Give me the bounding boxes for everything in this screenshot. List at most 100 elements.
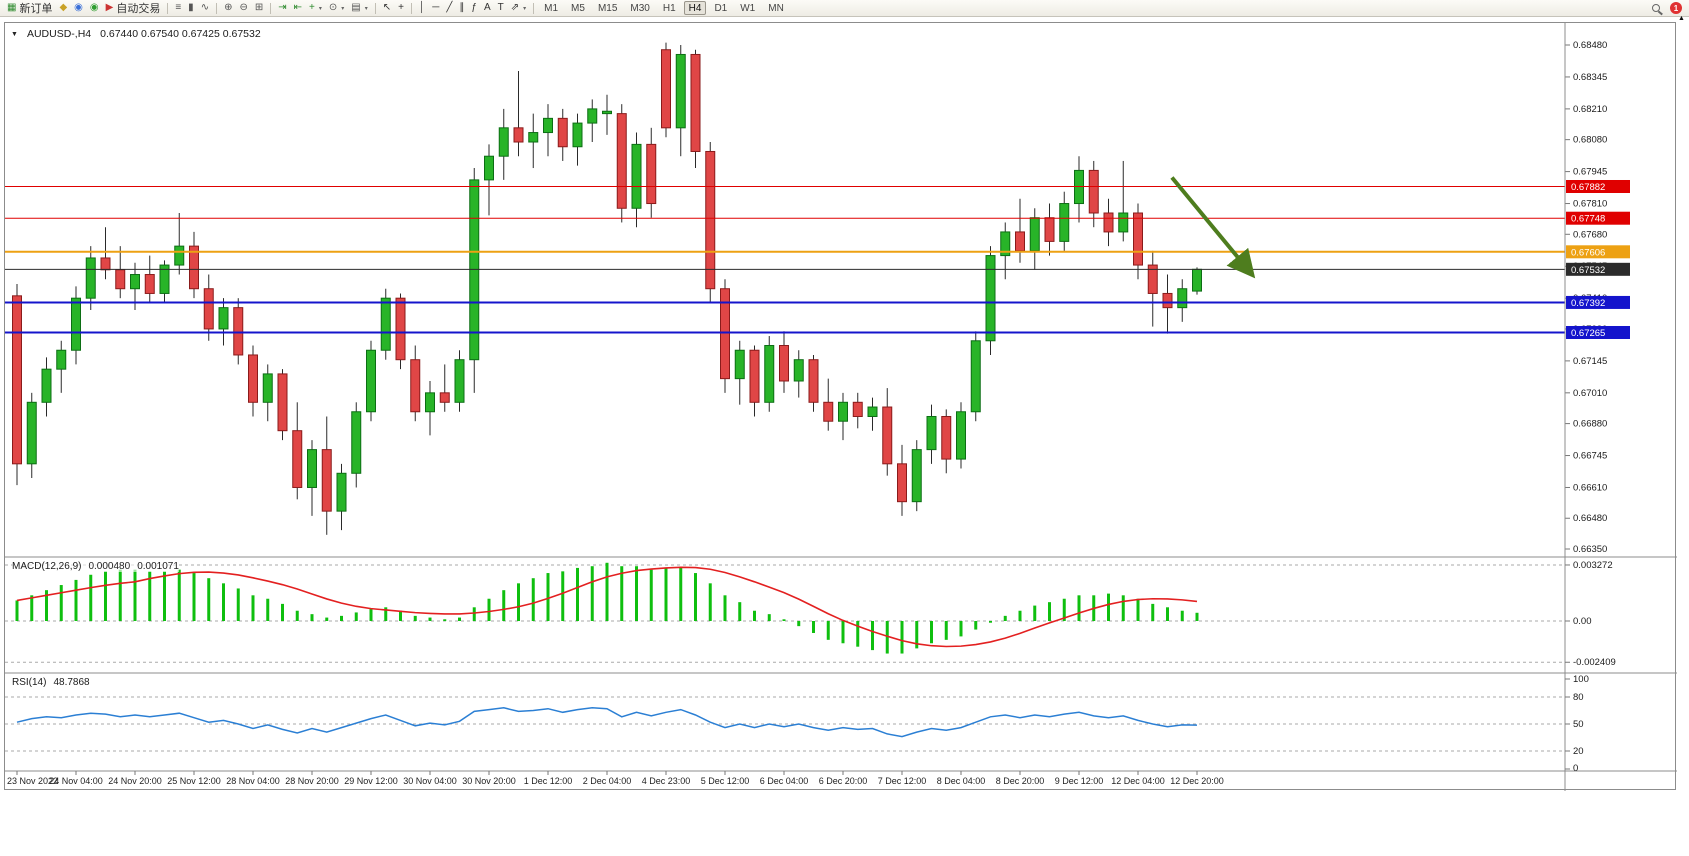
chart-title: ▼ AUDUSD-,H4 0.67440 0.67540 0.67425 0.6… (11, 28, 261, 40)
trend-arrow-annotation[interactable] (1170, 176, 1256, 279)
label-icon[interactable]: T (495, 1, 507, 16)
new-order-button[interactable]: ▦ 新订单 (4, 1, 55, 16)
new-order-glyph: ▦ (7, 2, 17, 13)
macd-main-value: 0.000480 (88, 561, 131, 572)
svg-text:0.003272: 0.003272 (1573, 560, 1613, 571)
sound-icon[interactable]: ◉ (87, 1, 102, 16)
auto-scroll-icon[interactable]: ⇥ (275, 1, 289, 16)
chevron-down-icon: ▾ (523, 5, 527, 12)
toolbar-right-group: 1 (1652, 2, 1685, 14)
templates-button[interactable]: ▤ ▾ (348, 1, 370, 16)
timeframe-mn[interactable]: MN (768, 3, 784, 14)
svg-text:0.66745: 0.66745 (1573, 451, 1607, 462)
timeframe-m5[interactable]: M5 (571, 3, 585, 14)
label-icon-glyph: T (497, 2, 504, 13)
vertical-line-icon-glyph: │ (419, 2, 426, 13)
arrows-icon[interactable]: ⇗ ▾ (508, 1, 529, 16)
line-chart-icon-glyph: ∿ (200, 2, 210, 13)
sound-icon-glyph: ◉ (89, 2, 99, 13)
macd-name: MACD(12,26,9) (12, 561, 82, 572)
svg-text:12 Dec 20:00: 12 Dec 20:00 (1170, 776, 1224, 786)
autotrading-button[interactable]: ▶ 自动交易 (103, 1, 164, 16)
compass-icon[interactable]: ◆ (56, 1, 70, 16)
scroll-up-icon[interactable]: ▲ (1678, 15, 1685, 22)
toolbar-separator (411, 2, 412, 14)
timeframe-m30[interactable]: M30 (630, 3, 650, 14)
autotrading-glyph: ▶ (105, 2, 114, 13)
periods-button[interactable]: ⊙ ▾ (326, 1, 347, 16)
toolbar-separator (167, 2, 169, 14)
svg-text:5 Dec 12:00: 5 Dec 12:00 (701, 776, 750, 786)
zoom-out-icon-glyph: ⊖ (239, 2, 248, 13)
zoom-in-icon-glyph: ⊕ (224, 2, 233, 13)
svg-text:0.66480: 0.66480 (1573, 513, 1607, 524)
horizontal-line-icon[interactable]: ─ (429, 1, 442, 16)
hlines-layer[interactable]: 0.67882 0.67748 0.67606 0.67532 0.67392 0.672… (5, 179, 1630, 339)
svg-text:9 Dec 12:00: 9 Dec 12:00 (1055, 776, 1104, 786)
svg-text:8 Dec 20:00: 8 Dec 20:00 (996, 776, 1045, 786)
timeframe-d1[interactable]: D1 (714, 3, 728, 14)
price-tag-0.67532 (1566, 262, 1630, 276)
collapse-icon[interactable]: ▼ (11, 30, 18, 38)
arrows-icon-glyph: ⇗ (510, 2, 520, 13)
chevron-down-icon: ▾ (341, 5, 345, 12)
chevron-down-icon: ▾ (318, 5, 322, 12)
svg-text:28 Nov 04:00: 28 Nov 04:00 (226, 776, 280, 786)
svg-text:7 Dec 12:00: 7 Dec 12:00 (878, 776, 927, 786)
zoom-in-icon[interactable]: ⊕ (221, 1, 235, 16)
svg-text:4 Dec 23:00: 4 Dec 23:00 (642, 776, 691, 786)
svg-text:0.67945: 0.67945 (1573, 167, 1607, 178)
toolbar-separator (270, 2, 272, 14)
timeframe-h1[interactable]: H1 (662, 3, 676, 14)
bar-chart-icon[interactable]: ≡ (172, 1, 184, 16)
svg-text:0.67392: 0.67392 (1571, 298, 1605, 309)
new-order-button-label: 新订单 (19, 3, 53, 15)
chart-shift-icon[interactable]: ⇤ (291, 1, 305, 16)
tile-windows-icon-glyph: ⊞ (254, 2, 264, 13)
svg-text:0.67748: 0.67748 (1571, 214, 1605, 225)
candlestick-chart-icon[interactable]: ▮ (185, 1, 197, 16)
templates-glyph: ▤ (351, 2, 361, 13)
indicators-button[interactable]: + ▾ (306, 1, 325, 16)
crosshair-icon[interactable]: + (395, 1, 407, 16)
cursor-icon-glyph: ↖ (382, 2, 392, 13)
macd-panel: 0.003272 0.00 -0.002409 (5, 560, 1616, 668)
rsi-value: 48.7868 (53, 677, 90, 688)
trendline-icon[interactable]: ╱ (443, 1, 455, 16)
fibonacci-icon-glyph: ƒ (471, 2, 477, 13)
timeframe-h4[interactable]: H4 (683, 1, 707, 15)
svg-text:25 Nov 12:00: 25 Nov 12:00 (167, 776, 221, 786)
rsi-panel: 100 80 50 20 0 (5, 674, 1589, 774)
toolbar-items: ▦ 新订单 ◆ ◉ ◉ ▶ 自动交易 ≡ ▮ ∿ ⊕ ⊖ ⊞ ⇥ ⇤ + ▾ ⊙ ▾ ▤ ▾ ↖ + │ ─ ╱ ∥ ƒ A T ⇗ ▾ M1 M… (4, 1, 790, 16)
cursor-icon[interactable]: ↖ (380, 1, 394, 16)
tile-windows-icon[interactable]: ⊞ (252, 1, 266, 16)
channel-icon[interactable]: ∥ (456, 1, 467, 16)
timeframe-m15[interactable]: M15 (597, 3, 618, 14)
vertical-line-icon[interactable]: │ (416, 1, 428, 16)
periods-glyph: ⊙ (328, 2, 338, 13)
fibonacci-icon[interactable]: ƒ (468, 1, 480, 16)
support-icon[interactable]: ◉ (71, 1, 86, 16)
svg-text:1 Dec 12:00: 1 Dec 12:00 (524, 776, 573, 786)
chevron-down-icon: ▾ (364, 5, 368, 12)
svg-text:0.67680: 0.67680 (1573, 229, 1607, 240)
svg-text:20: 20 (1573, 746, 1584, 757)
svg-text:0.66610: 0.66610 (1573, 482, 1607, 493)
chart-canvas[interactable]: 0.684800.683450.682100.680800.679450.678… (5, 23, 1677, 791)
svg-text:100: 100 (1573, 674, 1589, 685)
svg-text:30 Nov 04:00: 30 Nov 04:00 (403, 776, 457, 786)
timeframe-m1[interactable]: M1 (544, 3, 559, 14)
timeframe-w1[interactable]: W1 (740, 3, 756, 14)
macd-signal-value: 0.001071 (137, 561, 179, 572)
zoom-out-icon[interactable]: ⊖ (236, 1, 250, 16)
text-icon[interactable]: A (481, 1, 494, 16)
toolbar-separator (374, 2, 376, 14)
search-icon[interactable] (1652, 4, 1660, 12)
line-chart-icon[interactable]: ∿ (198, 1, 212, 16)
notification-badge[interactable]: 1 (1670, 2, 1682, 14)
svg-text:24 Nov 04:00: 24 Nov 04:00 (49, 776, 103, 786)
macd-label: MACD(12,26,9) 0.000480 0.001071 (12, 561, 179, 572)
compass-icon-glyph: ◆ (59, 2, 68, 13)
price-tag-0.67265 (1566, 325, 1630, 339)
